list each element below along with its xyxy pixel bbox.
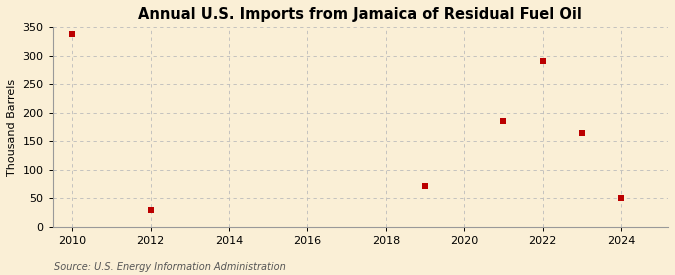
Point: [576, 131, 587, 135]
Point: [67, 32, 78, 36]
Point: [537, 59, 548, 63]
Text: Source: U.S. Energy Information Administration: Source: U.S. Energy Information Administ…: [54, 262, 286, 271]
Point: [498, 119, 509, 123]
Point: [616, 196, 626, 200]
Y-axis label: Thousand Barrels: Thousand Barrels: [7, 79, 17, 176]
Title: Annual U.S. Imports from Jamaica of Residual Fuel Oil: Annual U.S. Imports from Jamaica of Resi…: [138, 7, 583, 22]
Point: [145, 208, 156, 212]
Point: [420, 184, 431, 188]
